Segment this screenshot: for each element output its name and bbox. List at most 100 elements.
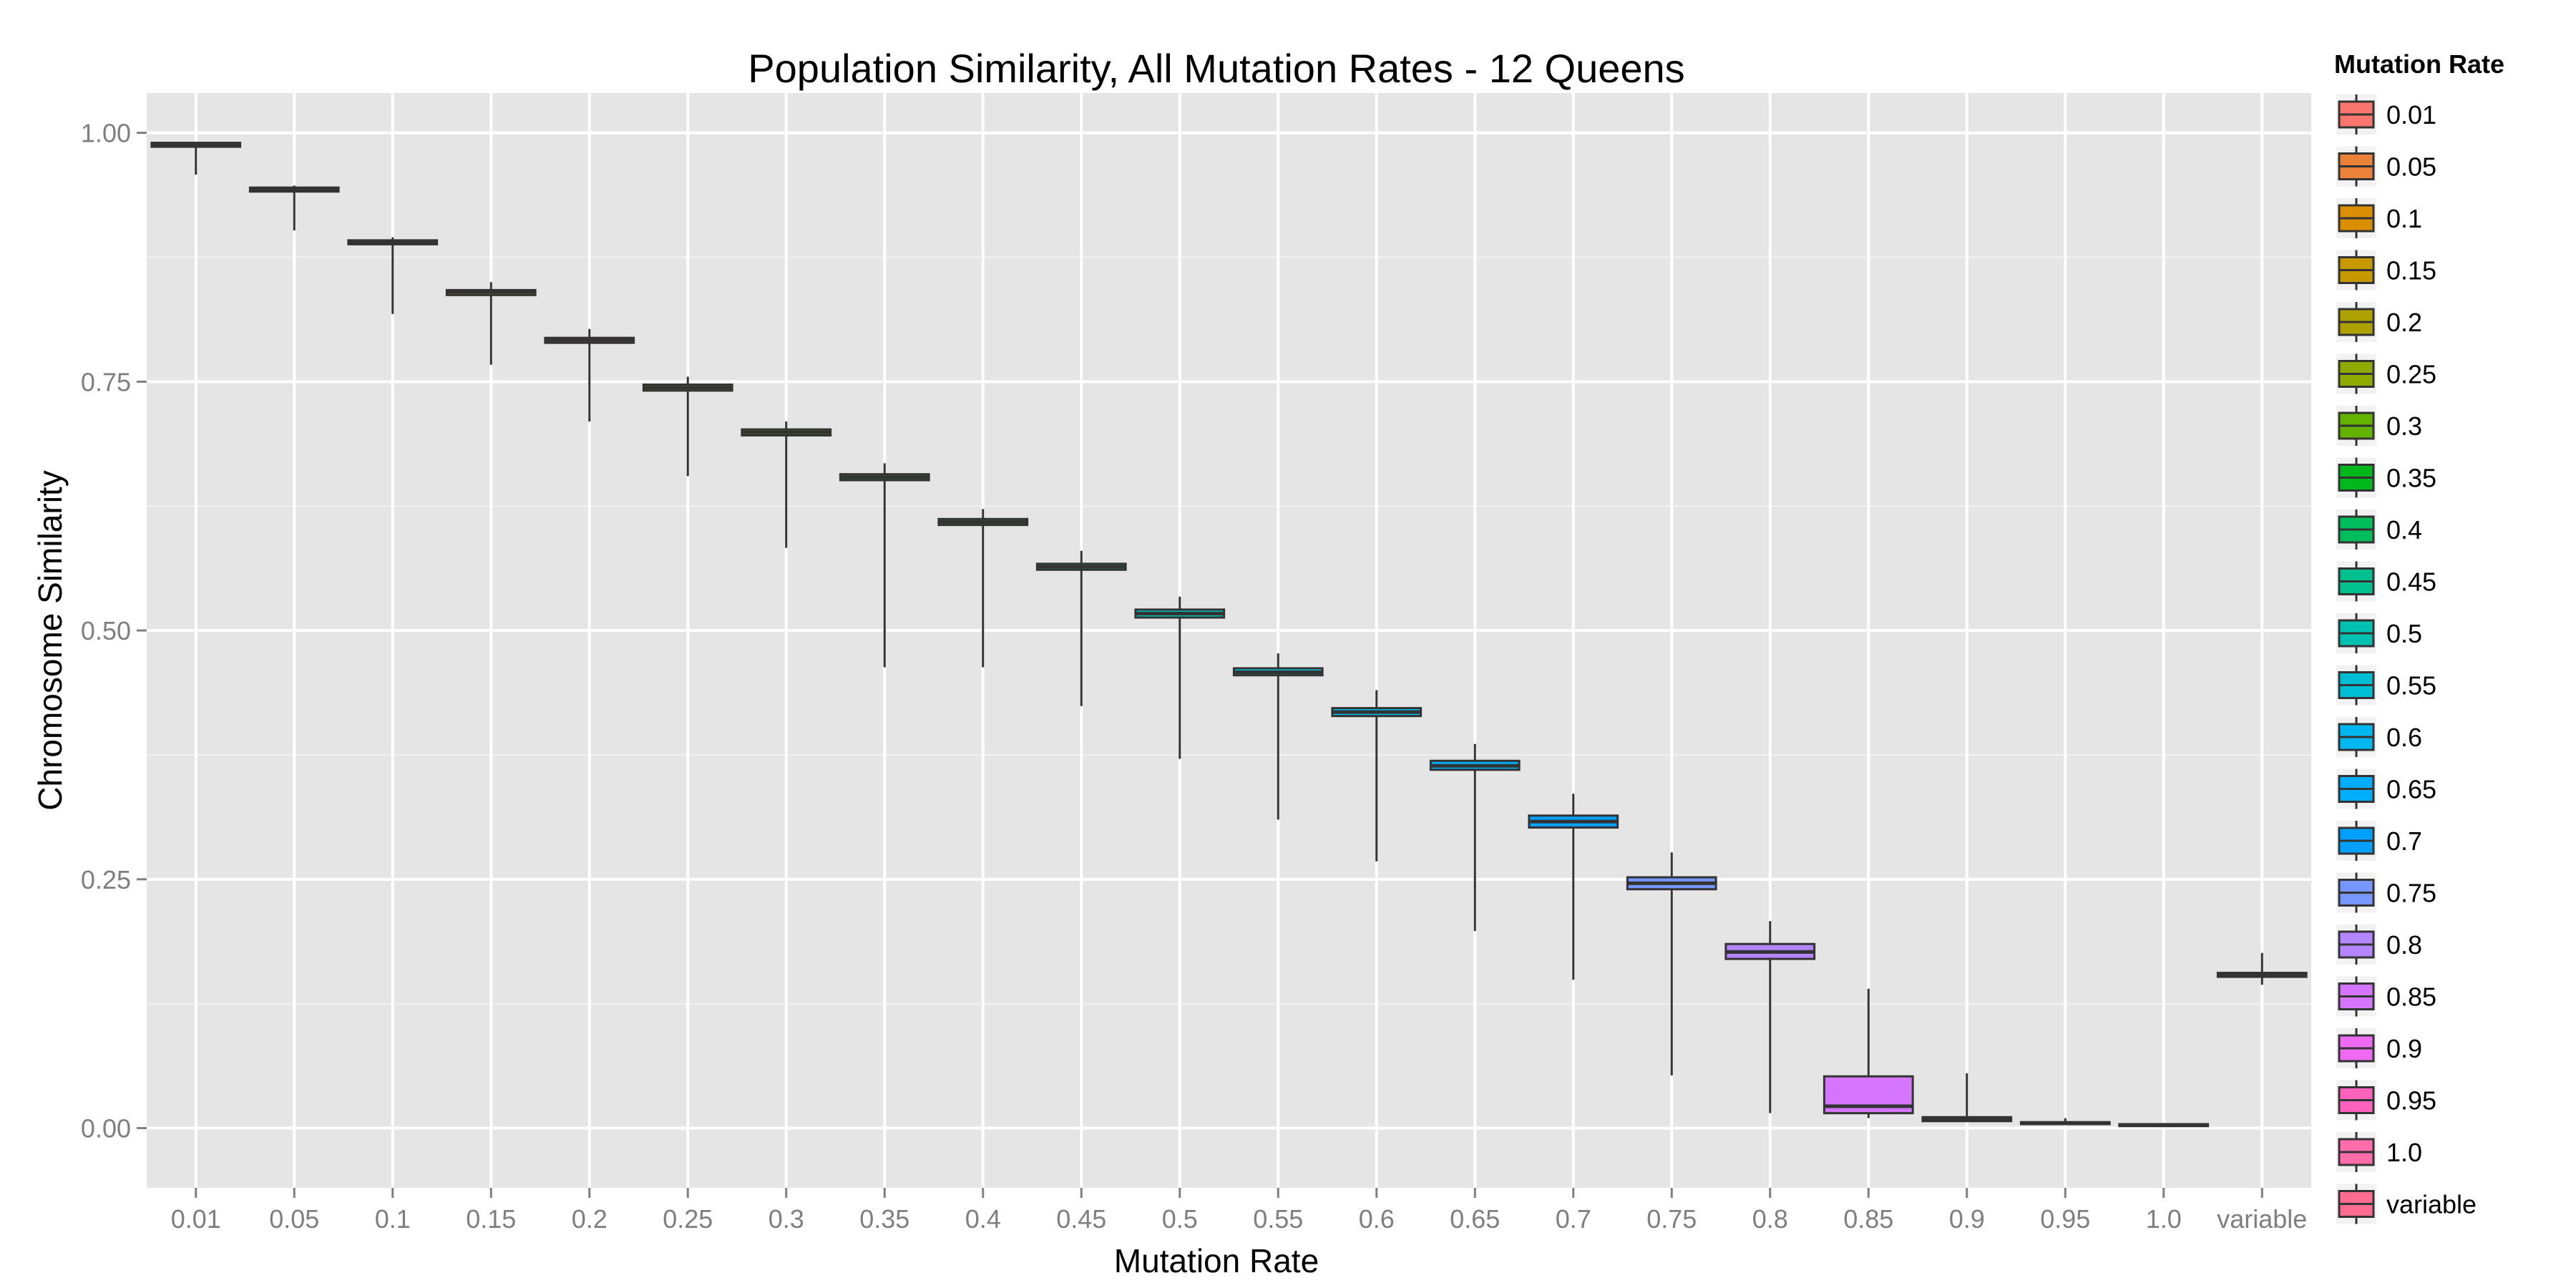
box-0.5 [1134, 596, 1226, 759]
legend-title: Mutation Rate [2334, 49, 2504, 79]
box-0.1 [347, 237, 439, 314]
legend-label: 0.9 [2386, 1034, 2422, 1063]
legend-label: 0.35 [2386, 464, 2436, 493]
legend-item-0.3: 0.3 [2336, 406, 2422, 446]
x-tick-label: 0.35 [859, 1204, 909, 1234]
x-tick-label: 0.95 [2040, 1204, 2090, 1234]
legend-item-variable: variable [2336, 1184, 2477, 1224]
x-tick-label: 0.05 [269, 1204, 319, 1234]
legend-item-0.01: 0.01 [2336, 94, 2436, 135]
legend-label: 0.6 [2386, 723, 2422, 752]
box-0.9 [1921, 1073, 2013, 1123]
legend-label: 0.15 [2386, 256, 2436, 286]
legend-label: 0.4 [2386, 515, 2422, 545]
box-0.6 [1331, 690, 1423, 862]
legend-label: 0.55 [2386, 671, 2436, 701]
box-0.2 [544, 328, 635, 421]
box-0.55 [1232, 653, 1324, 820]
box-0.4 [937, 509, 1029, 668]
legend-item-0.5: 0.5 [2336, 613, 2422, 653]
box-0.85 [1823, 988, 1914, 1118]
box-0.01 [150, 142, 242, 175]
legend-item-0.05: 0.05 [2336, 146, 2436, 187]
x-tick-label: 0.4 [965, 1204, 1001, 1234]
y-axis-title: Chromosome Similarity [31, 470, 69, 810]
chart-title: Population Similarity, All Mutation Rate… [748, 46, 1684, 91]
x-tick-label: 0.7 [1556, 1204, 1591, 1234]
box-0.8 [1724, 921, 1816, 1113]
x-tick-label: 0.01 [171, 1204, 221, 1234]
box-0.25 [642, 376, 733, 477]
x-axis: 0.01 0.05 0.1 0.15 0.2 0.25 0.3 0.35 0.4 0.45 0.5 0… [171, 1188, 2307, 1234]
legend-item-0.45: 0.45 [2336, 561, 2436, 602]
plot-panel [147, 93, 2311, 1188]
y-tick-label: 0.75 [81, 367, 131, 396]
legend-item-0.4: 0.4 [2336, 509, 2422, 550]
legend-item-0.55: 0.55 [2336, 665, 2436, 706]
x-tick-label: 0.1 [375, 1204, 411, 1234]
legend-label: 0.45 [2386, 567, 2436, 597]
box-0.95 [2019, 1118, 2111, 1126]
box-1.0 [2118, 1123, 2210, 1128]
x-tick-label: 0.8 [1752, 1204, 1788, 1234]
legend-item-0.35: 0.35 [2336, 457, 2436, 498]
x-tick-label: 0.3 [769, 1204, 804, 1234]
legend-item-0.2: 0.2 [2336, 302, 2422, 342]
legend-item-0.95: 0.95 [2336, 1080, 2436, 1121]
box-0.75 [1626, 852, 1717, 1075]
box-layer [150, 142, 2308, 1128]
x-tick-label: 0.6 [1359, 1204, 1395, 1234]
legend-item-1.0: 1.0 [2336, 1132, 2422, 1172]
legend-item-0.8: 0.8 [2336, 924, 2422, 965]
legend-label: 0.25 [2386, 360, 2436, 389]
x-tick-label: 0.85 [1843, 1204, 1893, 1234]
x-tick-label: 0.25 [663, 1204, 713, 1234]
y-tick-label: 1.00 [81, 119, 131, 148]
x-tick-label: 0.2 [572, 1204, 608, 1234]
x-tick-label: variable [2217, 1204, 2307, 1234]
y-tick-label: 0.00 [81, 1114, 131, 1143]
box-0.15 [445, 282, 537, 365]
legend-label: 0.75 [2386, 879, 2436, 908]
legend-item-0.75: 0.75 [2336, 872, 2436, 913]
x-tick-label: 0.45 [1056, 1204, 1106, 1234]
x-tick-label: 0.9 [1949, 1204, 1985, 1234]
legend-label: 1.0 [2386, 1138, 2422, 1167]
y-axis: 0.00 0.25 0.50 0.75 1.00 [81, 119, 147, 1143]
legend-item-0.7: 0.7 [2336, 821, 2422, 861]
legend-label: 0.7 [2386, 826, 2422, 856]
box-0.65 [1429, 743, 1521, 932]
box-0.45 [1035, 550, 1127, 706]
legend-label: 0.85 [2386, 982, 2436, 1012]
x-tick-label: 0.15 [466, 1204, 516, 1234]
y-tick-label: 0.25 [81, 865, 131, 894]
legend-item-0.65: 0.65 [2336, 769, 2436, 809]
legend-item-0.15: 0.15 [2336, 250, 2436, 291]
box-variable [2216, 952, 2308, 985]
legend-label: 0.05 [2386, 152, 2436, 182]
legend-label: 0.5 [2386, 619, 2422, 648]
legend-item-0.9: 0.9 [2336, 1028, 2422, 1068]
x-tick-label: 0.65 [1450, 1204, 1500, 1234]
box-0.05 [248, 185, 340, 230]
legend-label: 0.1 [2386, 204, 2422, 233]
legend-item-0.25: 0.25 [2336, 353, 2436, 394]
legend-label: 0.2 [2386, 308, 2422, 337]
legend-item-0.1: 0.1 [2336, 198, 2422, 238]
box-0.35 [839, 463, 930, 668]
y-tick-label: 0.50 [81, 616, 131, 645]
x-tick-label: 0.55 [1253, 1204, 1303, 1234]
legend-label: 0.8 [2386, 930, 2422, 960]
legend-label: variable [2386, 1190, 2477, 1219]
legend-item-0.6: 0.6 [2336, 717, 2422, 757]
x-axis-title: Mutation Rate [1114, 1242, 1319, 1279]
box-0.3 [741, 421, 832, 548]
x-tick-label: 0.75 [1646, 1204, 1697, 1234]
legend-label: 0.95 [2386, 1086, 2436, 1116]
x-tick-label: 1.0 [2146, 1204, 2182, 1234]
legend-label: 0.3 [2386, 411, 2422, 441]
legend-label: 0.01 [2386, 100, 2436, 130]
legend-label: 0.65 [2386, 775, 2436, 804]
x-tick-label: 0.5 [1162, 1204, 1198, 1234]
